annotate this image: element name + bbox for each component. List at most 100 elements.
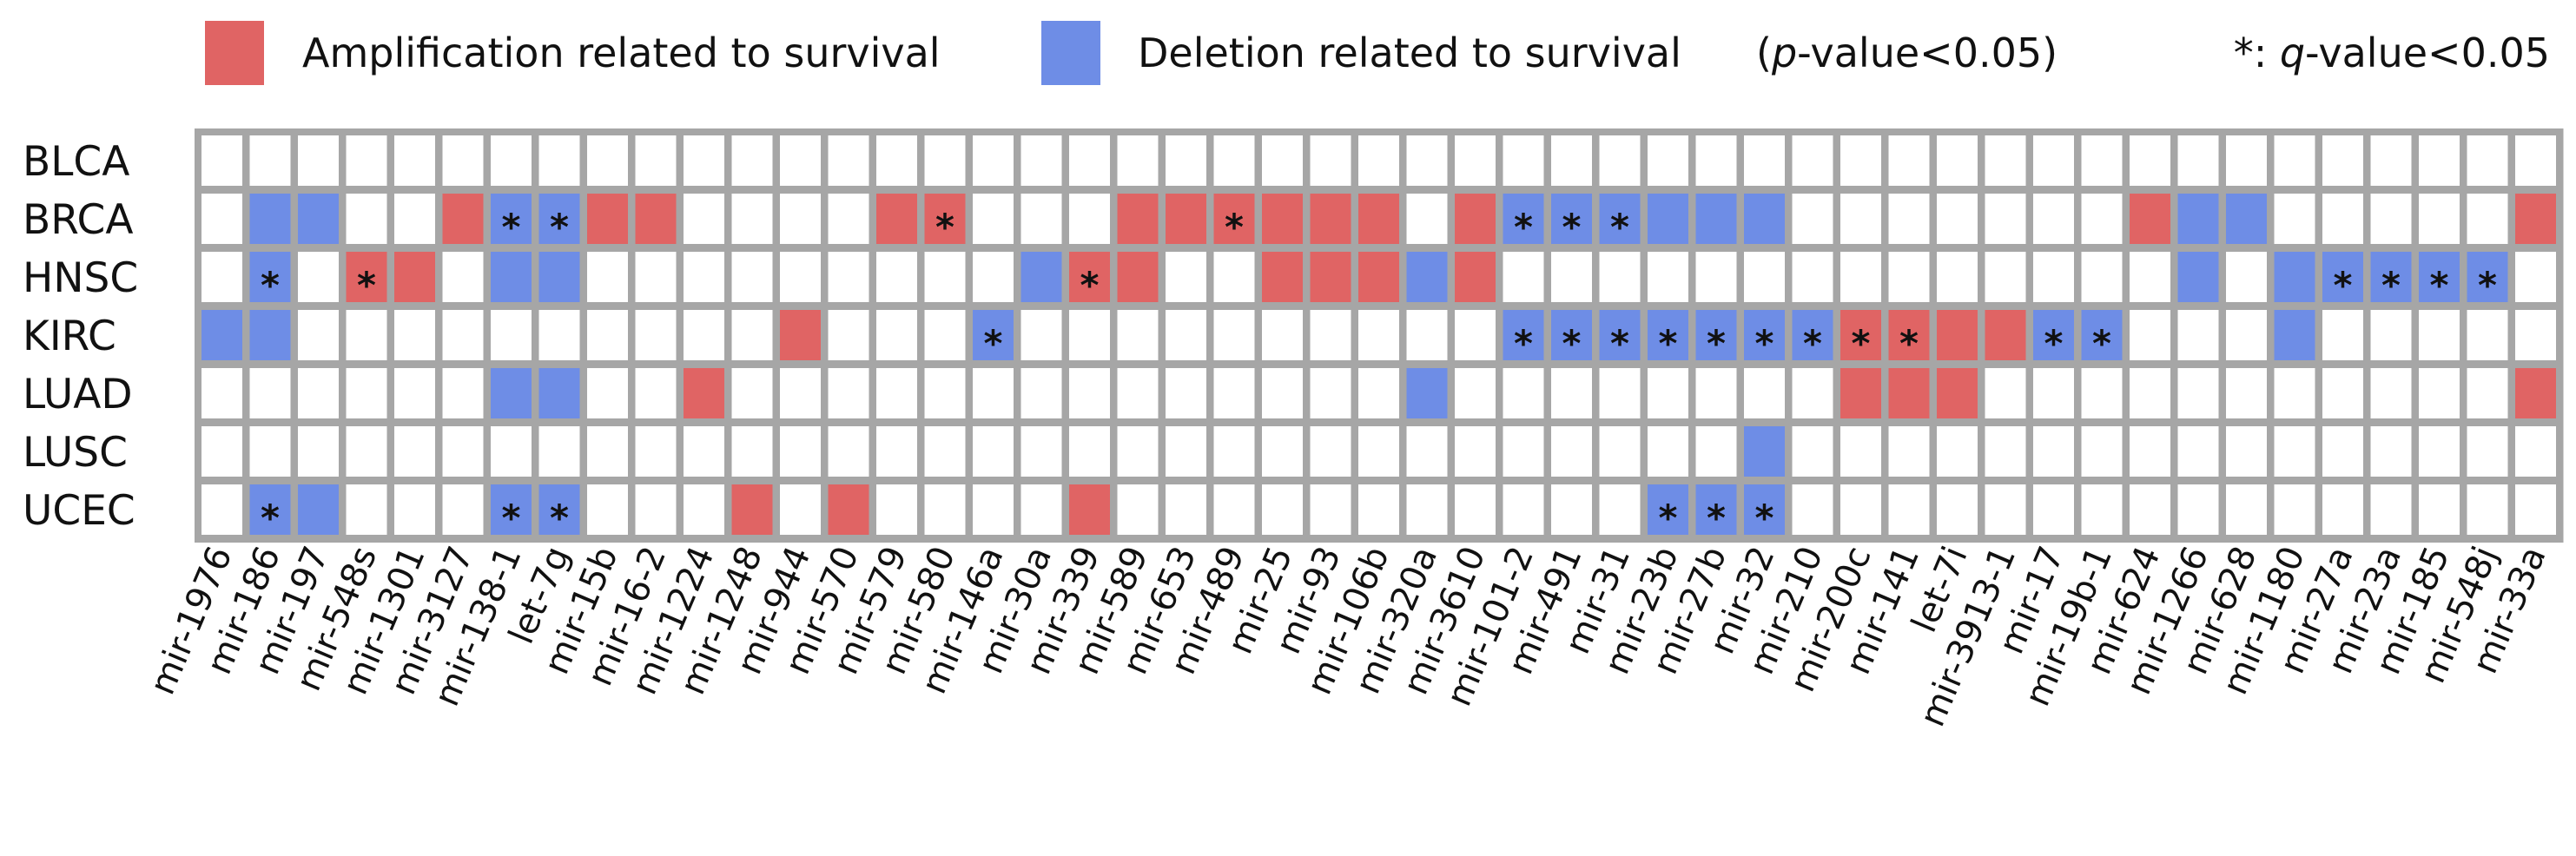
significance-star: *: [2092, 322, 2111, 365]
cell-blca-mir-944: [780, 135, 821, 186]
cell-blca-mir-33a: [2515, 135, 2556, 186]
cell-blca-mir-93: [1310, 135, 1351, 186]
legend-deletion-label: Deletion related to survival: [1138, 30, 1681, 76]
cell-ucec-mir-1180: [2274, 484, 2315, 535]
cell-kirc-mir-489: [1213, 310, 1255, 360]
cell-hnsc-mir-200c: [1840, 252, 1881, 302]
cell-blca-mir-185: [2419, 135, 2460, 186]
cell-brca-mir-23a: [2370, 194, 2412, 244]
significance-star: *: [1514, 206, 1533, 248]
cell-kirc-mir-200c: [1840, 310, 1881, 360]
cell-hnsc-mir-15b: [587, 252, 628, 302]
cell-ucec-mir-15b: [587, 484, 628, 535]
cell-ucec-mir-27b: [1695, 484, 1737, 535]
cell-blca-mir-579: [876, 135, 917, 186]
cell-kirc-mir-106b: [1358, 310, 1399, 360]
cell-ucec-mir-1266: [2177, 484, 2219, 535]
cell-luad-mir-548s: [346, 368, 387, 418]
cell-hnsc-mir-548s: [346, 252, 387, 302]
cell-hnsc-mir-30a: [1020, 252, 1062, 302]
cell-kirc-mir-548s: [346, 310, 387, 360]
cell-blca-let-7g: [538, 135, 580, 186]
cell-hnsc-mir-589: [1117, 252, 1159, 302]
cell-kirc-mir-1180: [2274, 310, 2315, 360]
cell-blca-mir-15b: [587, 135, 628, 186]
cell-luad-mir-30a: [1020, 368, 1062, 418]
cell-brca-mir-653: [1166, 194, 1206, 244]
cell-brca-mir-580: [924, 194, 966, 244]
significance-star: *: [550, 206, 569, 248]
cell-blca-mir-101-2: [1503, 135, 1544, 186]
cell-luad-let-7g: [538, 368, 580, 418]
cell-ucec-mir-3127: [442, 484, 484, 535]
cell-brca-mir-25: [1262, 194, 1303, 244]
cell-blca-mir-138-1: [491, 135, 532, 186]
cell-luad-mir-25: [1262, 368, 1303, 418]
cell-lusc-mir-1976: [201, 426, 242, 477]
cell-luad-mir-93: [1310, 368, 1351, 418]
cell-brca-mir-186: [249, 194, 291, 244]
cell-blca-mir-141: [1888, 135, 1930, 186]
cell-lusc-mir-93: [1310, 426, 1351, 477]
significance-star: *: [2044, 322, 2064, 365]
cell-luad-mir-548j: [2467, 368, 2508, 418]
cell-lusc-mir-200c: [1840, 426, 1881, 477]
cell-blca-mir-1266: [2177, 135, 2219, 186]
cell-brca-mir-624: [2130, 194, 2170, 244]
cell-luad-mir-339: [1069, 368, 1110, 418]
cell-blca-mir-197: [298, 135, 339, 186]
cell-hnsc-mir-1180: [2274, 252, 2315, 302]
cell-ucec-mir-579: [876, 484, 917, 535]
cell-luad-mir-32: [1744, 368, 1785, 418]
cell-blca-mir-1976: [201, 135, 242, 186]
cell-ucec-mir-106b: [1358, 484, 1399, 535]
cell-brca-mir-185: [2419, 194, 2460, 244]
cell-brca-mir-141: [1888, 194, 1930, 244]
cell-ucec-mir-624: [2130, 484, 2170, 535]
cell-lusc-mir-1224: [684, 426, 724, 477]
cell-ucec-mir-628: [2226, 484, 2267, 535]
cell-luad-mir-570: [828, 368, 869, 418]
cell-ucec-mir-33a: [2515, 484, 2556, 535]
cell-hnsc-mir-1248: [731, 252, 773, 302]
cell-ucec-mir-339: [1069, 484, 1110, 535]
cell-blca-mir-570: [828, 135, 869, 186]
cell-hnsc-mir-138-1: [491, 252, 532, 302]
cell-blca-mir-200c: [1840, 135, 1881, 186]
cell-lusc-mir-1301: [394, 426, 435, 477]
cell-lusc-mir-23b: [1648, 426, 1688, 477]
cell-blca-mir-339: [1069, 135, 1110, 186]
cell-brca-let-7g: [538, 194, 580, 244]
significance-star: *: [1899, 322, 1919, 365]
cell-blca-mir-32: [1744, 135, 1785, 186]
cell-brca-let-7i: [1937, 194, 1978, 244]
cell-blca-mir-30a: [1020, 135, 1062, 186]
cell-lusc-mir-491: [1551, 426, 1592, 477]
cell-kirc-mir-31: [1599, 310, 1641, 360]
cell-luad-mir-197: [298, 368, 339, 418]
significance-star: *: [550, 497, 569, 539]
cell-lusc-mir-3610: [1455, 426, 1496, 477]
cell-blca-mir-628: [2226, 135, 2267, 186]
cell-brca-mir-146a: [973, 194, 1014, 244]
cell-blca-mir-1301: [394, 135, 435, 186]
cell-luad-mir-138-1: [491, 368, 532, 418]
cell-lusc-mir-106b: [1358, 426, 1399, 477]
cell-kirc-mir-146a: [973, 310, 1014, 360]
cell-brca-mir-1976: [201, 194, 242, 244]
cell-luad-mir-210: [1792, 368, 1833, 418]
cell-luad-mir-23b: [1648, 368, 1688, 418]
cell-hnsc-mir-27b: [1695, 252, 1737, 302]
cell-kirc-mir-1976: [201, 310, 242, 360]
cell-blca-mir-210: [1792, 135, 1833, 186]
cell-hnsc-mir-548j: [2467, 252, 2508, 302]
cell-luad-mir-589: [1117, 368, 1159, 418]
cell-hnsc-mir-1266: [2177, 252, 2219, 302]
cell-luad-let-7i: [1937, 368, 1978, 418]
cell-kirc-mir-3913-1: [1985, 310, 2026, 360]
cell-kirc-mir-27a: [2322, 310, 2363, 360]
cell-ucec-mir-489: [1213, 484, 1255, 535]
cell-luad-mir-16-2: [635, 368, 677, 418]
cell-brca-mir-19b-1: [2081, 194, 2123, 244]
significance-star: *: [1659, 497, 1678, 539]
